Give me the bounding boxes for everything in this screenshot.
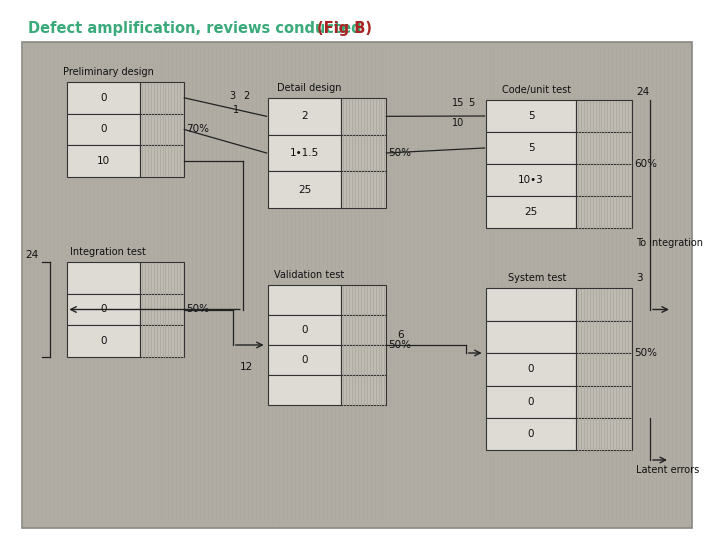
Text: 0: 0 [528, 364, 534, 374]
Bar [485, 321, 577, 353]
Text: 5: 5 [528, 111, 534, 121]
Text: 15: 15 [451, 98, 464, 108]
Bar [485, 196, 577, 228]
Text: 3: 3 [636, 273, 643, 283]
Bar [268, 285, 341, 315]
Bar [341, 134, 387, 171]
Text: 5: 5 [469, 98, 474, 108]
Bar [140, 262, 184, 294]
Bar [485, 288, 577, 321]
Bar [68, 325, 140, 357]
Text: 1•1.5: 1•1.5 [289, 148, 319, 158]
Text: 50%: 50% [634, 348, 657, 358]
Text: Integration test: Integration test [71, 247, 146, 257]
Text: 2: 2 [243, 91, 250, 101]
Bar [341, 375, 387, 405]
Bar [341, 98, 387, 134]
Bar [485, 132, 577, 164]
Text: 0: 0 [100, 336, 107, 346]
Text: Validation test: Validation test [274, 270, 344, 280]
Text: 60%: 60% [634, 159, 657, 169]
Bar [268, 345, 341, 375]
Bar [341, 315, 387, 345]
Bar [485, 353, 577, 386]
Bar [577, 386, 632, 418]
Text: 1: 1 [233, 105, 239, 115]
Bar [68, 145, 140, 177]
Text: 6: 6 [397, 330, 404, 340]
Text: Latent errors: Latent errors [636, 465, 699, 475]
Bar [268, 98, 341, 134]
Bar [341, 285, 387, 315]
Bar [268, 315, 341, 345]
Text: Defect amplification, reviews conducted: Defect amplification, reviews conducted [28, 21, 361, 36]
Bar [341, 171, 387, 208]
Text: System test: System test [508, 273, 566, 283]
Bar [341, 345, 387, 375]
Bar [68, 294, 140, 325]
Text: 24: 24 [636, 87, 649, 97]
Bar [68, 82, 140, 113]
Bar [577, 132, 632, 164]
Bar [577, 321, 632, 353]
Text: 2: 2 [301, 111, 307, 122]
Text: 0: 0 [100, 305, 107, 314]
Text: 50%: 50% [388, 340, 411, 350]
Text: 3: 3 [230, 91, 236, 101]
Text: 10: 10 [97, 156, 110, 166]
Text: Detail design: Detail design [277, 83, 341, 93]
Bar [577, 196, 632, 228]
Text: (Fig B): (Fig B) [317, 21, 372, 36]
Bar [140, 325, 184, 357]
Text: 0: 0 [301, 355, 307, 365]
Text: 10: 10 [451, 118, 464, 128]
Text: 0: 0 [301, 325, 307, 335]
Text: 0: 0 [528, 429, 534, 439]
Bar [268, 375, 341, 405]
Text: 12: 12 [240, 362, 253, 372]
Text: Code/unit test: Code/unit test [503, 85, 572, 95]
Text: 50%: 50% [186, 305, 210, 314]
Text: 50%: 50% [388, 148, 411, 158]
Text: 10•3: 10•3 [518, 175, 544, 185]
Text: 25: 25 [524, 207, 538, 217]
Text: 0: 0 [100, 125, 107, 134]
Bar [577, 353, 632, 386]
Bar [485, 418, 577, 450]
Text: 5: 5 [528, 143, 534, 153]
Text: 24: 24 [25, 250, 38, 260]
Bar [577, 164, 632, 196]
Bar [485, 164, 577, 196]
Bar [140, 82, 184, 113]
Bar [140, 113, 184, 145]
Bar [485, 386, 577, 418]
Bar [577, 288, 632, 321]
Text: Preliminary design: Preliminary design [63, 67, 154, 77]
Bar [577, 100, 632, 132]
Text: 0: 0 [528, 397, 534, 407]
Bar [68, 113, 140, 145]
Bar [577, 418, 632, 450]
Bar [140, 145, 184, 177]
Bar [485, 100, 577, 132]
Text: 25: 25 [298, 185, 311, 194]
Bar [68, 262, 140, 294]
Bar [268, 134, 341, 171]
Text: To integration: To integration [636, 238, 703, 248]
Text: 70%: 70% [186, 125, 210, 134]
Bar [268, 171, 341, 208]
Text: 0: 0 [100, 93, 107, 103]
Bar [140, 294, 184, 325]
